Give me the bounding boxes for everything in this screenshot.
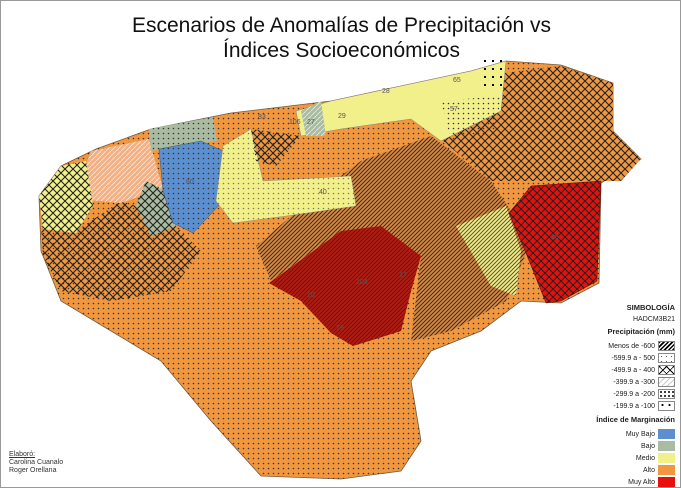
pattern-swatch <box>658 401 675 411</box>
map-label: 60 <box>186 179 194 186</box>
legend-margin-item: Medio <box>591 452 675 464</box>
legend-label: Muy Bajo <box>625 430 655 438</box>
legend-precip-item: -199.9 a -100 <box>591 400 675 412</box>
map-label: 18 <box>551 234 559 241</box>
pattern-swatch <box>658 341 675 351</box>
legend-label: -299.9 a -200 <box>613 390 655 398</box>
precip-heading: Precipitación (mm) <box>607 327 675 336</box>
legend-label: -399.9 a -300 <box>613 378 655 386</box>
legend-margin-item: Muy Alto <box>591 476 675 487</box>
legend-precip-item: Menos de -600 <box>591 340 675 352</box>
margin-heading: Índice de Marginación <box>596 415 675 424</box>
title-line-1: Escenarios de Anomalías de Precipitación… <box>131 14 552 37</box>
map-label: 57 <box>450 106 458 113</box>
color-swatch <box>658 465 675 475</box>
pattern-swatch <box>658 365 675 375</box>
region-west-medio-crosshatch <box>39 161 93 233</box>
credits-label: Elaboró: <box>9 451 36 458</box>
legend-label: Menos de -600 <box>608 342 655 350</box>
legend-label: -499.9 a - 400 <box>611 366 655 374</box>
map-title: Escenarios de Anomalías de Precipitación… <box>1 13 680 63</box>
legend-precip-item: -499.9 a - 400 <box>591 364 675 376</box>
map-label: 106 <box>289 119 301 126</box>
region-diagonal-brown <box>256 136 531 341</box>
map-label: 29 <box>338 113 346 120</box>
map-label: 79 <box>336 325 344 332</box>
map-label: 17 <box>399 272 407 279</box>
pattern-swatch <box>658 353 675 363</box>
legend-label: Medio <box>635 454 655 462</box>
region-east-striped-medio <box>456 206 521 296</box>
legend-precip-item: -399.9 a -300 <box>591 376 675 388</box>
color-swatch <box>658 477 675 487</box>
region-muy-bajo <box>158 140 224 234</box>
legend-label: -199.9 a -100 <box>613 402 655 410</box>
credit-name: Carolina Cuanalo <box>9 459 64 466</box>
color-swatch <box>658 441 675 451</box>
map-label: 104 <box>356 279 368 286</box>
legend-label: -599.9 a - 500 <box>611 354 655 362</box>
map-label: 40 <box>319 189 327 196</box>
color-swatch <box>658 429 675 439</box>
region-north-coast-medio <box>295 59 507 142</box>
map-label: 28 <box>382 88 390 95</box>
region-salmon <box>73 139 163 203</box>
legend: SIMBOLOGÍA HADCM3B21 Precipitación (mm) … <box>591 301 675 487</box>
color-swatch <box>658 453 675 463</box>
legend-margin-item: Alto <box>591 464 675 476</box>
pattern-swatch <box>658 377 675 387</box>
legend-label: Muy Alto <box>628 478 655 486</box>
map-label: 10 <box>307 292 315 299</box>
credit-name: Roger Orellana <box>9 467 57 474</box>
pattern-swatch <box>658 389 675 399</box>
legend-margin-item: Bajo <box>591 440 675 452</box>
credits: Elaboró: Carolina Cuanalo Roger Orellana <box>9 451 63 475</box>
region-east-muy-alto <box>508 180 602 304</box>
legend-label: Bajo <box>640 442 655 450</box>
map-labels: 65 28 29 57 83 106 27 60 40 18 104 17 79… <box>186 77 559 332</box>
legend-precip-item: -299.9 a -200 <box>591 388 675 400</box>
legend-label: Alto <box>642 466 655 474</box>
legend-precip-item: -599.9 a - 500 <box>591 352 675 364</box>
map-label: 27 <box>307 119 315 126</box>
map-label: 65 <box>453 77 461 84</box>
legend-scenario: HADCM3B21 <box>632 316 675 323</box>
region-central-muy-alto <box>269 226 421 346</box>
map-label: 83 <box>258 114 266 121</box>
legend-heading: SIMBOLOGÍA <box>626 303 675 312</box>
region-central-medio <box>215 128 357 224</box>
title-line-2: Índices Socioeconómicos <box>223 39 460 62</box>
legend-margin-item: Muy Bajo <box>591 428 675 440</box>
